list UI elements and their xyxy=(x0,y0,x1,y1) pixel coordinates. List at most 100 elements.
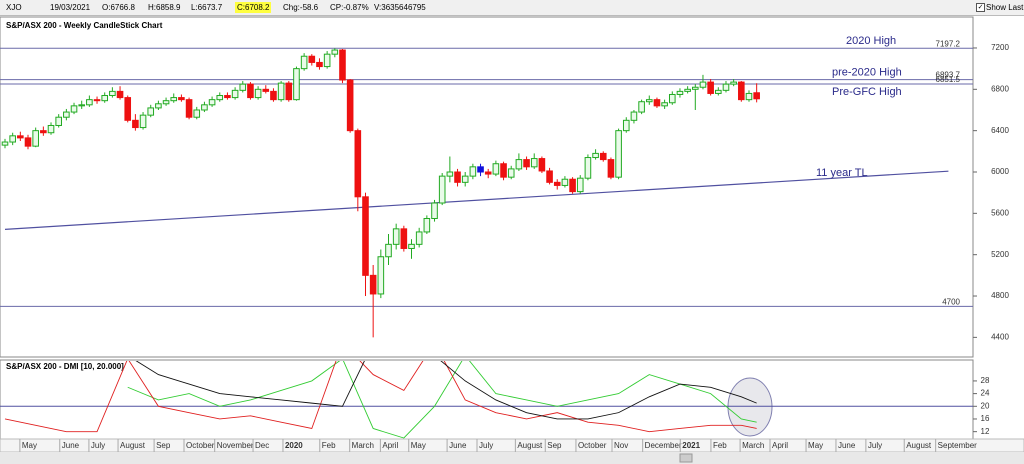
y-tick-label: 16 xyxy=(981,414,990,423)
candle-body xyxy=(346,79,354,132)
candle-body xyxy=(185,99,193,118)
candle-body xyxy=(155,103,162,109)
candle-body xyxy=(1,141,9,146)
candle-body xyxy=(584,157,592,179)
candle-body xyxy=(239,83,247,91)
x-tick-label: 2020 xyxy=(285,441,303,450)
dmi-line xyxy=(135,361,757,420)
candle-body xyxy=(676,90,684,95)
y-tick-label: 7200 xyxy=(991,43,1009,52)
candle-body xyxy=(730,81,737,85)
candle-body xyxy=(47,124,55,134)
x-tick-label: June xyxy=(62,441,80,450)
candle-body xyxy=(392,228,400,245)
y-tick-label: 5600 xyxy=(991,208,1009,217)
candle-body xyxy=(216,95,224,101)
dmi-line xyxy=(4,361,757,433)
candle-body xyxy=(515,159,523,170)
candle-body xyxy=(193,109,201,118)
dmi-line xyxy=(127,361,757,439)
candle-body xyxy=(32,130,39,147)
y-tick-label: 20 xyxy=(981,401,990,410)
y-tick-label: 12 xyxy=(981,427,990,436)
candle-body xyxy=(477,166,484,173)
high: H:6858.9 xyxy=(148,3,181,12)
level-name: Pre-GFC High xyxy=(832,86,902,98)
candle-body xyxy=(492,163,500,175)
change: Chg:-58.6 xyxy=(283,3,319,12)
main-pane xyxy=(0,16,974,358)
scrollbar[interactable] xyxy=(0,452,1024,464)
candle-body xyxy=(109,90,116,97)
candle-body xyxy=(599,152,607,161)
x-tick-label: May xyxy=(808,441,823,450)
candle-body xyxy=(400,228,408,249)
x-tick-label: May xyxy=(22,441,37,450)
candle-body xyxy=(507,168,515,178)
candle-body xyxy=(592,152,599,159)
candle-body xyxy=(132,119,139,129)
main-plot xyxy=(0,47,973,338)
x-tick-label: July xyxy=(479,441,493,450)
candle-body xyxy=(538,158,546,172)
scroll-thumb[interactable] xyxy=(679,453,693,463)
candle-body xyxy=(469,166,477,177)
x-tick-label: Sep xyxy=(156,441,171,450)
candle-body xyxy=(738,81,745,101)
x-tick-label: September xyxy=(938,441,977,450)
x-tick-label: July xyxy=(868,441,882,450)
candle-body xyxy=(9,135,16,143)
y-tick-label: 6400 xyxy=(991,126,1009,135)
candle-body xyxy=(270,90,277,101)
candle-body xyxy=(607,159,615,178)
candle-body xyxy=(316,61,323,68)
trend-line xyxy=(4,170,949,230)
candle-body xyxy=(715,89,722,94)
candle-body xyxy=(661,102,668,107)
candle-body xyxy=(500,163,507,178)
candle-body xyxy=(553,181,561,186)
x-tick-label: Dec xyxy=(255,441,269,450)
candle-body xyxy=(745,92,753,101)
candle-body xyxy=(369,274,377,295)
volume: V:3635646795 xyxy=(374,3,426,12)
level-value: 7197.2 xyxy=(936,39,961,48)
date: 19/03/2021 xyxy=(50,3,91,12)
x-tick-label: August xyxy=(517,441,543,450)
show-last-label[interactable]: Show Last xyxy=(986,3,1024,12)
candle-body xyxy=(438,175,446,204)
candle-body xyxy=(484,171,492,175)
candle-body xyxy=(684,88,691,92)
symbol: XJO xyxy=(6,3,22,12)
candle-body xyxy=(231,89,239,99)
x-tick-label: August xyxy=(120,441,146,450)
candle-body xyxy=(377,256,385,295)
candle-body xyxy=(293,68,300,101)
candle-body xyxy=(638,101,645,113)
candle-body xyxy=(461,175,469,183)
chart-title: S&P/ASX 200 - Weekly CandleStick Chart xyxy=(6,21,163,30)
candle-body xyxy=(147,107,155,116)
candle-body xyxy=(93,99,101,102)
x-tick-label: March xyxy=(352,441,374,450)
candle-body xyxy=(561,178,569,186)
candle-body xyxy=(354,130,362,198)
dmi-pane xyxy=(0,359,974,440)
x-tick-label: October xyxy=(186,441,215,450)
chart: S&P/ASX 200 - Weekly CandleStick Chart S… xyxy=(0,16,1024,464)
candle-body xyxy=(170,97,178,102)
x-tick-label: October xyxy=(578,441,607,450)
candle-body xyxy=(645,99,653,103)
candle-body xyxy=(331,49,339,55)
candle-body xyxy=(308,55,316,63)
y-tick-label: 24 xyxy=(981,389,990,398)
candle-body xyxy=(70,105,78,113)
y-tick-label: 5200 xyxy=(991,250,1009,259)
x-tick-label: Nov xyxy=(614,441,628,450)
y-tick-label: 6000 xyxy=(991,167,1009,176)
level-name: pre-2020 High xyxy=(832,67,902,79)
candle-body xyxy=(323,53,331,68)
candle-body xyxy=(362,196,369,276)
checkbox[interactable]: ✓ xyxy=(976,3,985,12)
